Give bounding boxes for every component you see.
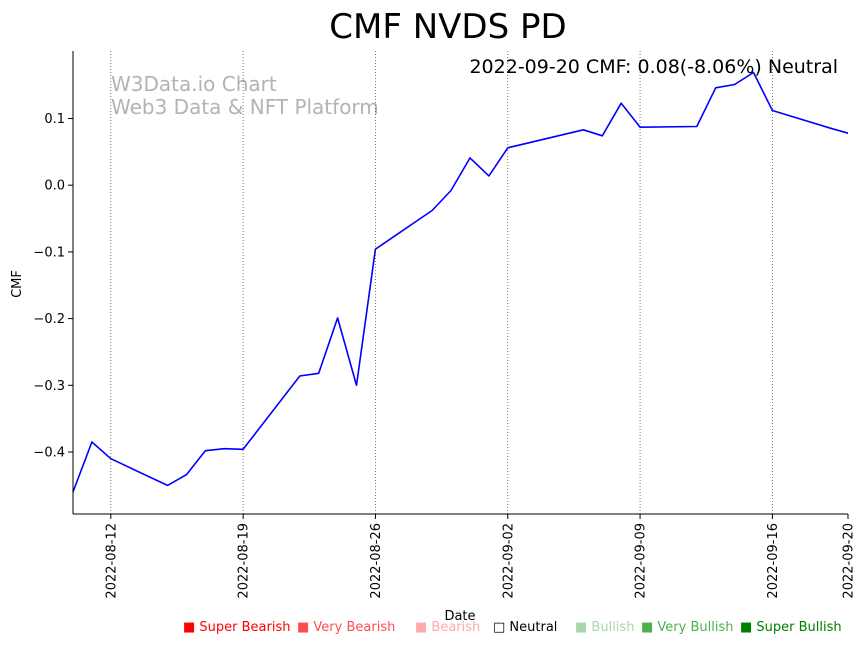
x-axis-label: Date — [444, 609, 475, 624]
x-tick-label: 2022-08-19 — [237, 523, 252, 599]
legend-square-icon: □ — [493, 620, 510, 635]
legend-square-icon: ■ — [740, 620, 757, 635]
x-tick-label: 2022-09-02 — [501, 523, 516, 599]
legend-item: ■ Very Bearish — [297, 620, 395, 635]
legend-item: ■ Super Bearish — [183, 620, 291, 635]
legend-label: Bullish — [591, 620, 635, 635]
x-tick-label: 2022-09-09 — [634, 523, 649, 599]
legend-square-icon: ■ — [183, 620, 200, 635]
y-tick-label: −0.2 — [33, 312, 65, 327]
x-tick-label: 2022-09-16 — [766, 523, 781, 599]
y-axis-label: CMF — [10, 270, 25, 298]
legend-square-icon: ■ — [297, 620, 314, 635]
chart-title: CMF NVDS PD — [329, 7, 566, 47]
watermark-line-1: W3Data.io Chart — [111, 72, 277, 96]
watermark-line-2: Web3 Data & NFT Platform — [111, 95, 379, 119]
legend-label: Very Bearish — [313, 620, 396, 635]
axes — [72, 51, 848, 515]
grid-lines — [110, 51, 773, 514]
y-tick-label: 0.0 — [44, 179, 65, 194]
legend-square-icon: ■ — [575, 620, 592, 635]
x-tick-label: 2022-08-12 — [104, 523, 119, 599]
series-lines — [72, 71, 849, 493]
y-tick-label: −0.3 — [33, 379, 65, 394]
legend-label: Super Bullish — [756, 620, 842, 635]
x-ticks: 2022-08-12 2022-08-19 2022-08-26 2022-09-02… — [104, 514, 857, 599]
y-tick-label: −0.4 — [33, 446, 65, 461]
legend-square-icon: ■ — [415, 620, 432, 635]
legend-item: ■ Super Bullish — [740, 620, 842, 635]
legend-label: Neutral — [509, 620, 558, 635]
x-tick-label: 2022-09-20 — [842, 523, 857, 599]
legend-label: Very Bullish — [657, 620, 734, 635]
legend-label: Bearish — [431, 620, 481, 635]
legend-item: ■ Bearish — [415, 620, 480, 635]
y-tick-label: 0.1 — [44, 112, 65, 127]
signal-legend: ■ Super Bearish ■ Very Bearish ■ Bearish □ … — [0, 620, 867, 640]
cmf-series-line — [72, 71, 849, 493]
legend-square-icon: ■ — [641, 620, 658, 635]
x-tick-label: 2022-08-26 — [369, 523, 384, 599]
cmf-annotation: 2022-09-20 CMF: 0.08(-8.06%) Neutral — [469, 56, 838, 78]
legend-label: Super Bearish — [199, 620, 291, 635]
legend-item: □ Neutral — [493, 620, 557, 635]
legend-item: ■ Very Bullish — [641, 620, 733, 635]
y-ticks: −0.4 −0.3 −0.2 −0.1 0.0 0.1 — [33, 112, 73, 461]
legend-item: ■ Bullish — [575, 620, 634, 635]
y-tick-label: −0.1 — [33, 245, 65, 260]
